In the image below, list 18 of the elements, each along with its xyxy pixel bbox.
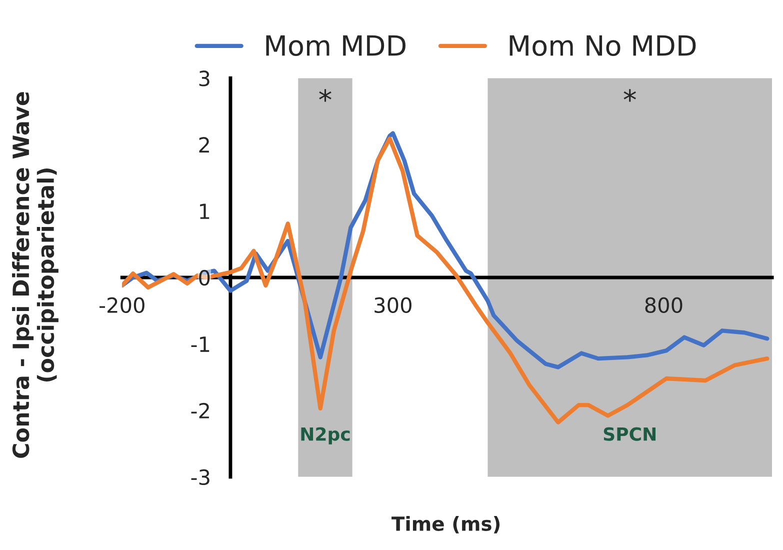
- y-tick-label: -2: [191, 402, 209, 418]
- legend-label: Mom MDD: [266, 35, 406, 56]
- y-tick-label: 3: [199, 70, 210, 86]
- x-tick-label: 300: [374, 297, 412, 314]
- legend-label: Mom No MDD: [510, 35, 696, 56]
- x-axis-title: Time (ms): [392, 516, 500, 534]
- y-tick-label: 2: [199, 137, 209, 152]
- y-tick-label: -3: [191, 469, 210, 486]
- x-tick-label: 800: [645, 297, 682, 314]
- y-axis-title: Contra - Ipsi Difference Wave (occipitoparietal): [12, 92, 58, 458]
- y-tick-label: 1: [200, 204, 210, 219]
- annotation: *: [624, 89, 636, 102]
- band-label: SPCN: [604, 427, 656, 441]
- x-tick-label: -200: [100, 297, 144, 314]
- annotation: *: [319, 89, 332, 102]
- band-label: N2pc: [301, 427, 350, 444]
- y-tick-label: -1: [191, 336, 210, 352]
- y-tick-label: 0: [199, 270, 210, 286]
